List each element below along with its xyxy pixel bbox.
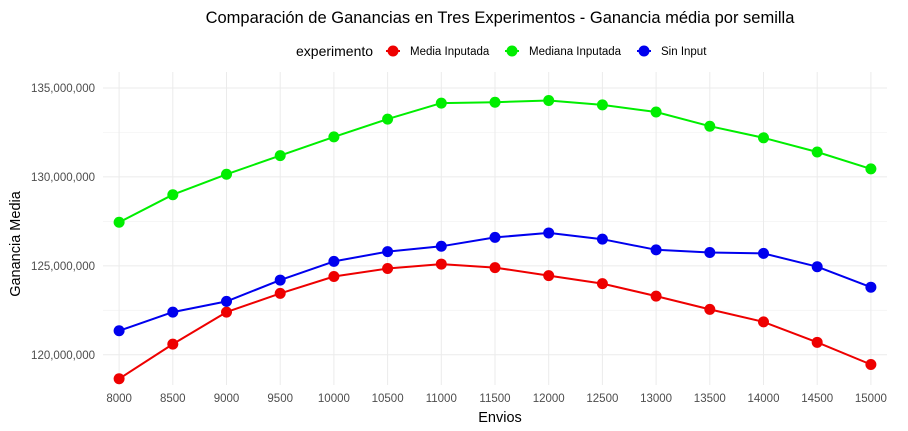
x-tick-label: 13000 (640, 393, 672, 405)
data-point-sin-input (543, 227, 555, 239)
x-axis-ticks: 8000 8500 9000 9500 10000 10500 11000 11500 1200… (106, 393, 887, 405)
legend-label: Mediana Inputada (529, 46, 622, 58)
data-point-mediana-inputada (650, 106, 662, 118)
data-point-media-inputada (274, 287, 286, 299)
series-sin-input (113, 227, 877, 337)
data-point-sin-input (328, 255, 340, 267)
x-axis-title: Envios (478, 410, 522, 426)
series-layer (113, 94, 877, 385)
data-point-media-inputada (811, 336, 823, 348)
data-point-mediana-inputada (328, 131, 340, 143)
legend-item-media-inputada: Media Inputada (386, 45, 490, 58)
y-tick-label: 120,000,000 (31, 350, 95, 362)
chart-title: Comparación de Ganancias en Tres Experim… (206, 9, 796, 27)
data-point-mediana-inputada (704, 120, 716, 132)
data-point-media-inputada (543, 270, 555, 282)
data-point-sin-input (596, 233, 608, 245)
data-point-media-inputada (596, 278, 608, 290)
data-point-sin-input (221, 295, 233, 307)
data-point-mediana-inputada (382, 113, 394, 125)
data-point-sin-input (274, 274, 286, 286)
legend-item-mediana-inputada: Mediana Inputada (505, 45, 622, 58)
data-point-media-inputada (435, 258, 447, 270)
data-point-mediana-inputada (757, 132, 769, 144)
y-tick-label: 130,000,000 (31, 172, 95, 184)
plot-grid (103, 72, 887, 385)
data-point-sin-input (811, 261, 823, 273)
x-tick-label: 12500 (586, 393, 618, 405)
data-point-sin-input (113, 325, 125, 337)
legend-item-sin-input: Sin Input (637, 45, 707, 58)
y-axis-ticks: 120,000,000 125,000,000 130,000,000 135,000… (31, 83, 95, 362)
x-tick-label: 9000 (214, 393, 240, 405)
y-axis-title: Ganancia Media (8, 190, 24, 297)
data-point-media-inputada (167, 338, 179, 350)
data-point-media-inputada (221, 306, 233, 318)
legend-label: Media Inputada (410, 46, 490, 58)
data-point-media-inputada (704, 303, 716, 315)
data-point-media-inputada (489, 262, 501, 274)
data-point-media-inputada (865, 359, 877, 371)
legend: experimento Media Inputada Mediana Inputa… (296, 43, 707, 59)
data-point-sin-input (650, 244, 662, 256)
data-point-mediana-inputada (435, 97, 447, 109)
x-tick-label: 8000 (106, 393, 132, 405)
series-mediana-inputada (113, 94, 877, 228)
legend-label: Sin Input (661, 46, 707, 58)
data-point-mediana-inputada (221, 168, 233, 180)
x-tick-label: 15000 (855, 393, 887, 405)
x-tick-label: 10500 (372, 393, 404, 405)
x-tick-label: 9500 (267, 393, 293, 405)
data-point-sin-input (865, 281, 877, 293)
data-point-media-inputada (382, 263, 394, 275)
data-point-sin-input (382, 246, 394, 258)
y-tick-label: 135,000,000 (31, 83, 95, 95)
data-point-media-inputada (113, 373, 125, 385)
x-tick-label: 12000 (533, 393, 565, 405)
x-tick-label: 14500 (801, 393, 833, 405)
x-tick-label: 8500 (160, 393, 186, 405)
series-media-inputada (113, 258, 877, 385)
legend-key-marker (638, 45, 650, 57)
data-point-mediana-inputada (811, 146, 823, 158)
legend-key-marker (506, 45, 518, 57)
x-tick-label: 10000 (318, 393, 350, 405)
x-tick-label: 11500 (479, 393, 510, 405)
legend-title: experimento (296, 43, 373, 59)
x-tick-label: 13500 (694, 393, 726, 405)
y-tick-label: 125,000,000 (31, 261, 95, 273)
x-tick-label: 14000 (748, 393, 780, 405)
data-point-mediana-inputada (167, 189, 179, 201)
data-point-sin-input (704, 247, 716, 259)
x-tick-label: 11000 (426, 393, 457, 405)
data-point-mediana-inputada (596, 99, 608, 111)
data-point-mediana-inputada (274, 150, 286, 162)
data-point-sin-input (757, 247, 769, 259)
data-point-sin-input (435, 240, 447, 252)
data-point-mediana-inputada (543, 94, 555, 106)
data-point-sin-input (167, 306, 179, 318)
data-point-mediana-inputada (865, 163, 877, 175)
data-point-media-inputada (650, 290, 662, 302)
legend-key-marker (387, 45, 399, 57)
data-point-media-inputada (757, 316, 769, 328)
data-point-media-inputada (328, 271, 340, 283)
data-point-mediana-inputada (113, 216, 125, 228)
data-point-sin-input (489, 231, 501, 243)
data-point-mediana-inputada (489, 96, 501, 108)
